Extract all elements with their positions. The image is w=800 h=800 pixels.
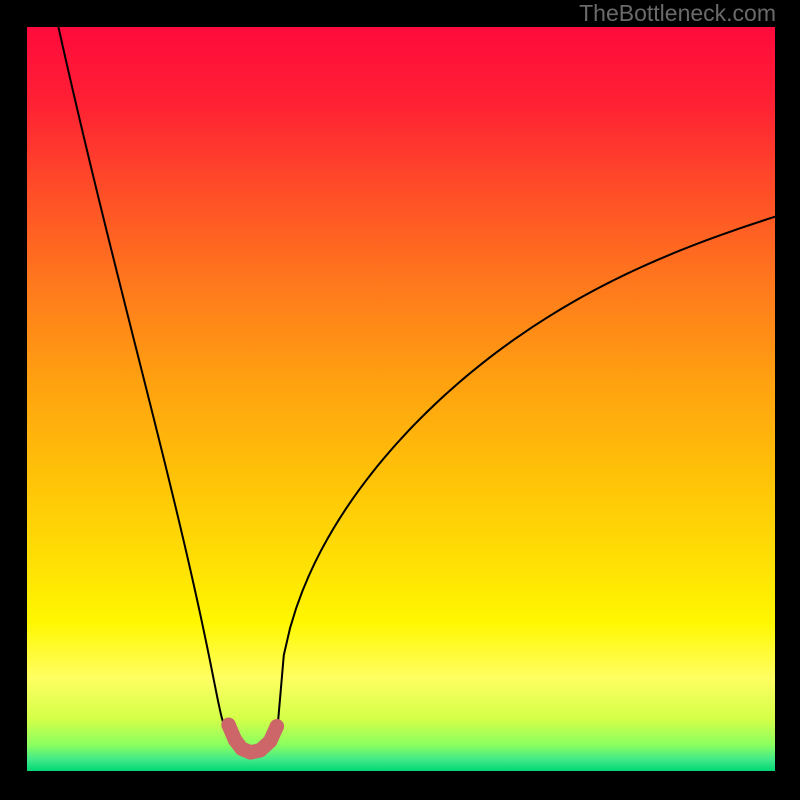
plot-background bbox=[27, 27, 775, 771]
chart-stage: TheBottleneck.com bbox=[0, 0, 800, 800]
bottleneck-curve-chart bbox=[0, 0, 800, 800]
watermark-text: TheBottleneck.com bbox=[579, 0, 776, 27]
valley-marker-6 bbox=[270, 719, 284, 733]
valley-marker-0 bbox=[221, 718, 235, 732]
valley-marker-5 bbox=[263, 734, 277, 748]
